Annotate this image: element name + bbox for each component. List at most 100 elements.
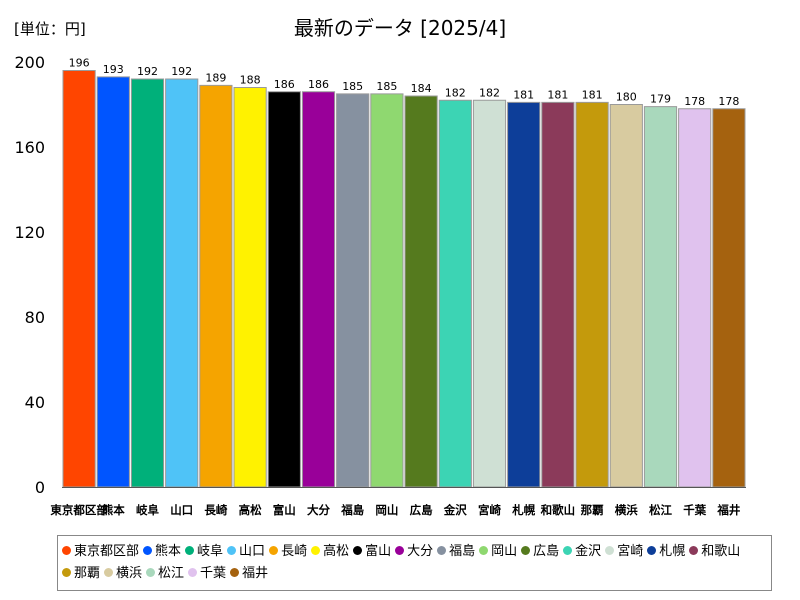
legend-marker (647, 546, 657, 555)
x-tick-label: 熊本 (102, 503, 125, 517)
legend-item: 福島 (437, 541, 475, 563)
data-label: 178 (718, 95, 739, 108)
data-label: 178 (684, 95, 705, 108)
bar (267, 91, 301, 488)
legend-item: 那覇 (62, 563, 100, 585)
legend-item: 福井 (230, 563, 268, 585)
legend-label: 岡山 (491, 544, 518, 559)
legend-marker (269, 546, 279, 555)
data-label: 182 (445, 86, 466, 99)
legend-label: 長崎 (281, 544, 308, 559)
legend-label: 福井 (242, 566, 269, 581)
data-label: 179 (650, 93, 671, 106)
x-tick-label: 大分 (307, 503, 330, 517)
x-tick-label: 広島 (410, 503, 433, 517)
legend-item: 長崎 (269, 541, 307, 563)
legend-item: 大分 (395, 541, 433, 563)
legend-label: 広島 (533, 544, 560, 559)
x-tick-label: 高松 (239, 503, 262, 517)
bar (301, 91, 336, 488)
bar (609, 104, 643, 488)
x-tick-label: 千葉 (683, 503, 706, 517)
x-tick-label: 松江 (649, 503, 672, 517)
legend-item: 東京都区部 (62, 541, 139, 563)
legend-item: 横浜 (104, 563, 142, 585)
bar (472, 99, 507, 488)
legend-marker (62, 568, 71, 577)
bar (165, 78, 199, 488)
legend-item: 松江 (146, 563, 184, 585)
data-label: 196 (69, 57, 90, 70)
bar (678, 108, 712, 488)
legend-item: 岐阜 (185, 541, 223, 563)
x-tick-label: 岐阜 (136, 503, 159, 517)
bar (233, 87, 267, 488)
legend-marker (689, 546, 699, 555)
legend-label: 高松 (323, 544, 350, 559)
y-tick-label: 200 (14, 53, 45, 72)
data-label: 181 (513, 88, 534, 101)
bar (199, 84, 233, 488)
legend-label: 札幌 (659, 544, 686, 559)
legend-item: 宮崎 (605, 541, 643, 563)
legend-marker (311, 546, 321, 555)
x-tick-label: 東京都区部 (50, 503, 108, 517)
legend-marker (437, 546, 447, 555)
data-label: 189 (205, 71, 226, 84)
bar (507, 101, 541, 488)
legend-item: 金沢 (563, 541, 601, 563)
legend-label: 千葉 (200, 566, 227, 581)
legend-item: 札幌 (647, 541, 685, 563)
y-tick-label: 80 (25, 308, 45, 327)
legend-label: 熊本 (155, 544, 182, 559)
legend-item: 千葉 (188, 563, 226, 585)
x-tick-label: 宮崎 (478, 503, 501, 517)
data-label: 180 (616, 91, 637, 104)
legend-item: 広島 (521, 541, 559, 563)
data-label: 182 (479, 86, 500, 99)
legend-marker (185, 546, 195, 555)
x-tick-label: 福島 (340, 503, 364, 517)
legend-marker (353, 546, 363, 555)
x-tick-label: 那覇 (581, 503, 604, 517)
y-tick-label: 0 (35, 478, 45, 497)
legend-label: 富山 (365, 544, 392, 559)
data-label: 185 (342, 80, 363, 93)
legend-label: 福島 (449, 544, 476, 559)
legend-label: 金沢 (575, 544, 602, 559)
legend-marker (230, 568, 240, 577)
bar (404, 95, 438, 488)
legend-marker (605, 546, 615, 555)
unit-label: [単位：円] (14, 20, 86, 38)
legend-marker (227, 546, 237, 555)
legend-label: 那覇 (74, 566, 101, 581)
legend-marker (395, 546, 405, 555)
data-label: 181 (582, 88, 603, 101)
x-tick-label: 金沢 (443, 503, 467, 517)
legend-marker (104, 568, 114, 577)
x-tick-label: 長崎 (204, 503, 227, 517)
data-label: 184 (411, 82, 432, 95)
data-label: 192 (137, 65, 158, 78)
legend-marker (479, 546, 489, 555)
bar-chart: 0 40 80 120 160 200 196 東京都区部 193 熊本 192 岐阜 192 山口 189… (14, 53, 746, 517)
data-label: 181 (547, 88, 568, 101)
legend-marker (188, 568, 198, 577)
legend-item: 和歌山 (689, 541, 740, 563)
data-label: 192 (171, 65, 192, 78)
bar (643, 106, 678, 488)
legend-marker (62, 546, 71, 555)
legend-label: 山口 (239, 544, 266, 559)
data-label: 185 (376, 80, 397, 93)
legend-marker (563, 546, 573, 555)
x-tick-label: 和歌山 (541, 503, 576, 517)
legend-label: 宮崎 (617, 544, 644, 559)
bar (96, 76, 130, 488)
legend-label: 東京都区部 (74, 544, 140, 559)
legend-label: 和歌山 (701, 544, 741, 559)
y-tick-label: 40 (25, 393, 45, 412)
x-tick-label: 札幌 (511, 503, 535, 517)
chart-legend: 東京都区部 熊本 岐阜 山口 長崎 高松 富山 大分 福島 岡山 広島 金沢 宮崎 札幌 和歌山那覇 横浜 松江… (57, 535, 772, 591)
bar (336, 93, 370, 488)
data-label: 186 (274, 78, 295, 91)
